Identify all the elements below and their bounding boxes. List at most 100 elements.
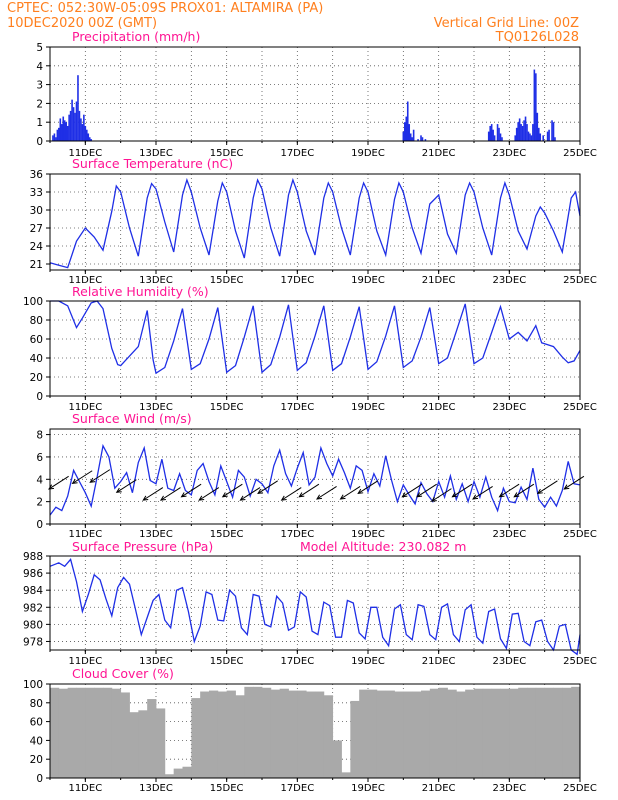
y-tick-label: 986 — [23, 568, 43, 580]
header-run-date: 10DEC2020 00Z (GMT) — [7, 16, 157, 31]
x-tick-label: 21DEC — [422, 783, 456, 794]
precip-bar — [62, 116, 65, 141]
cloud-bar — [359, 689, 369, 778]
precip-bar — [84, 125, 87, 141]
cloud-bar — [147, 699, 157, 778]
x-tick-label: 15DEC — [210, 656, 244, 667]
x-tick-label: 19DEC — [351, 656, 385, 667]
y-tick-label: 982 — [23, 602, 43, 614]
panel-pressure: 978 980 982 984 986 988 11DEC 13DEC 15DEC 17DEC 19… — [23, 539, 597, 667]
wind-arrow — [339, 485, 361, 500]
precip-bar — [77, 75, 79, 141]
precip-bar — [72, 107, 75, 141]
x-tick-label: 21DEC — [422, 529, 456, 540]
cloud-bar — [209, 690, 219, 778]
y-tick-label: 20 — [30, 372, 43, 384]
precip-bar — [405, 116, 408, 141]
x-tick-label: 23DEC — [492, 275, 526, 286]
panel-cloud: 0 20 40 60 80 100 11DEC 13DEC 15DEC 17DEC 19DEC 21D… — [23, 666, 597, 794]
y-tick-label: 30 — [30, 205, 43, 217]
y-tick-label: 0 — [36, 136, 43, 148]
cloud-bar — [571, 686, 581, 778]
precip-title: Precipitation (mm/h) — [72, 29, 200, 44]
wind-title: Surface Wind (m/s) — [72, 411, 192, 426]
precip-bar — [552, 122, 555, 141]
x-tick-label: 19DEC — [351, 148, 385, 159]
x-tick-label: 17DEC — [280, 148, 314, 159]
y-tick-label: 0 — [36, 391, 43, 403]
y-tick-label: 80 — [30, 315, 43, 327]
x-tick-label: 21DEC — [422, 402, 456, 413]
x-tick-label: 13DEC — [139, 529, 173, 540]
y-tick-label: 3 — [36, 80, 43, 92]
x-tick-label: 17DEC — [280, 402, 314, 413]
precip-bar — [523, 120, 525, 141]
wind-arrow — [513, 483, 535, 498]
wind-arrow — [115, 479, 137, 493]
x-tick-label: 23DEC — [492, 148, 526, 159]
cloud-bar — [306, 691, 316, 778]
precip-bar — [546, 131, 549, 141]
precip-bar — [524, 116, 527, 141]
y-tick-label: 4 — [36, 61, 43, 73]
cloud-bar — [518, 687, 528, 778]
cloud-bar — [129, 712, 139, 778]
wind-arrow — [89, 469, 111, 483]
cloud-bar — [244, 686, 254, 778]
wind-arrow — [280, 487, 302, 501]
precip-bar — [81, 124, 84, 141]
cloud-bar — [85, 687, 95, 778]
y-tick-label: 2 — [36, 98, 43, 110]
cloud-bar — [191, 698, 201, 778]
x-tick-label: 19DEC — [351, 529, 385, 540]
cloud-bar — [173, 768, 183, 778]
cloud-bar — [103, 687, 113, 778]
y-tick-label: 60 — [30, 334, 43, 346]
precip-bar — [424, 139, 427, 141]
cloud-bar — [553, 687, 563, 778]
precip-bar — [487, 131, 490, 141]
y-tick-label: 8 — [36, 430, 43, 442]
panel-temp: 21 24 27 30 33 36 11DEC 13DEC 15DEC 17DEC 19DEC 21D… — [30, 156, 597, 286]
cloud-bar — [527, 687, 537, 778]
wind-series-line — [49, 443, 581, 516]
wind-arrow — [48, 475, 69, 490]
x-tick-label: 25DEC — [563, 529, 597, 540]
precip-bar — [421, 137, 424, 141]
x-tick-label: 11DEC — [68, 529, 102, 540]
y-tick-label: 4 — [36, 474, 43, 486]
header-model-code: TQ0126L028 — [495, 30, 579, 45]
wind-arrow — [472, 485, 493, 500]
precip-bar — [65, 122, 67, 141]
wind-arrow — [239, 487, 261, 501]
wind-arrow — [357, 480, 379, 495]
cloud-bar — [429, 688, 440, 778]
precip-bar — [537, 127, 540, 141]
x-tick-label: 11DEC — [68, 148, 102, 159]
y-tick-label: 100 — [23, 296, 43, 308]
rh-series-line — [50, 300, 581, 375]
precip-bar — [527, 131, 530, 141]
precip-bar — [526, 124, 528, 141]
panel-frame — [49, 555, 581, 651]
x-tick-label: 15DEC — [210, 275, 244, 286]
precip-bar — [548, 129, 550, 141]
precip-bar — [59, 118, 62, 141]
panel-frame — [49, 173, 581, 271]
precip-bar — [412, 129, 415, 141]
pressure-title: Surface Pressure (hPa) — [72, 539, 213, 554]
precip-bar — [529, 133, 531, 141]
y-tick-label: 6 — [36, 452, 43, 464]
precip-bar — [60, 124, 63, 141]
precip-bar — [75, 101, 78, 141]
cloud-bar — [323, 695, 334, 778]
precip-bar — [52, 135, 54, 141]
cloud-bar — [164, 774, 175, 778]
x-tick-label: 23DEC — [492, 783, 526, 794]
precip-bar — [83, 114, 85, 141]
cloud-bar — [394, 691, 404, 778]
y-tick-label: 2 — [36, 497, 43, 509]
panel-frame — [49, 683, 581, 779]
precip-bar — [520, 124, 522, 141]
